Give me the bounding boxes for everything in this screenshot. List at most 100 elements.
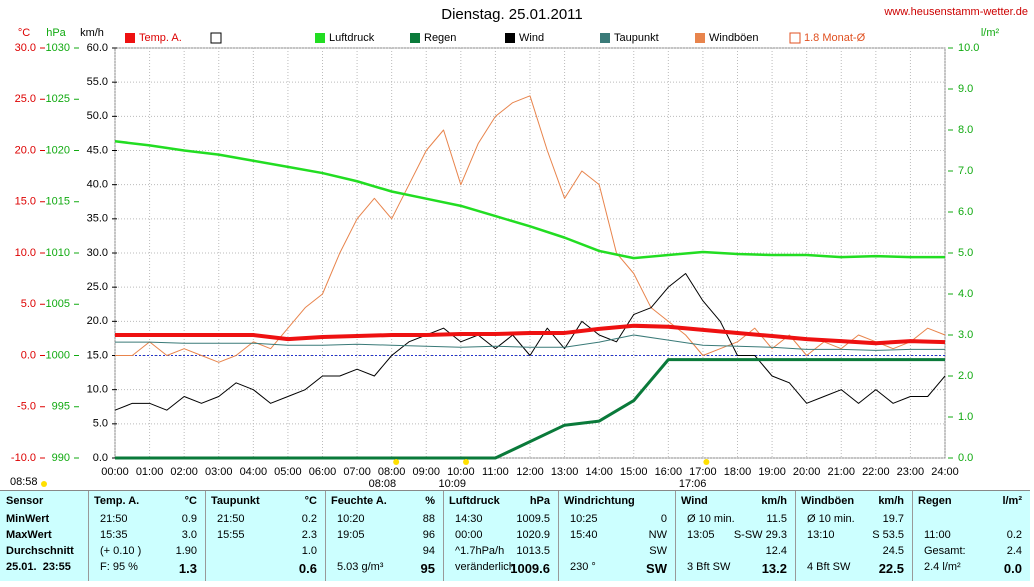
x-tick-label: 22:00 (862, 466, 890, 478)
cell-note: 10:20 (337, 513, 365, 525)
x-tick-label: 08:00 (378, 466, 406, 478)
column-unit: °C (304, 495, 317, 507)
column-separator (205, 491, 206, 581)
axis-unit: l/m² (981, 27, 1000, 39)
cell-value: 0.2 (1006, 529, 1022, 541)
y-tick-label: -5.0 (17, 401, 36, 413)
chart: Dienstag. 25.01.2011 www.heusenstamm-wet… (10, 6, 1028, 490)
x-tick-label: 18:00 (724, 466, 752, 478)
column-unit: km/h (878, 495, 904, 507)
y-tick-label: 50.0 (87, 110, 108, 122)
x-tick-label: 21:00 (827, 466, 855, 478)
cell-value: 1.90 (175, 545, 197, 557)
y-tick-label: 1025 (46, 93, 70, 105)
column-header: Luftdruck (449, 495, 500, 507)
y-tick-label: 10.0 (87, 384, 108, 396)
y-tick-label: 0.0 (958, 452, 973, 464)
y-tick-label: 1010 (46, 247, 70, 259)
legend-swatch (210, 32, 222, 44)
series-line (115, 323, 946, 346)
column-unit: % (425, 495, 435, 507)
axis-unit: hPa (46, 27, 66, 39)
x-tick-label: 02:00 (170, 466, 198, 478)
column-header: Wind (681, 495, 708, 507)
cell-value: 1.3 (178, 561, 197, 576)
cell-note: 14:30 (455, 513, 483, 525)
cell-value: SW (649, 545, 667, 557)
annotation: 08:08 (369, 478, 397, 490)
cell-value: 12.4 (765, 545, 787, 557)
x-tick-label: 19:00 (758, 466, 786, 478)
cell-value: 1009.5 (516, 513, 550, 525)
y-tick-label: 25.0 (15, 93, 36, 105)
cell-note: Ø 10 min. (807, 513, 855, 525)
cell-value: 1009.6 (510, 561, 550, 576)
x-tick-label: 05:00 (274, 466, 302, 478)
source: www.heusenstamm-wetter.de (883, 6, 1028, 18)
cell-note: Ø 10 min. (687, 513, 735, 525)
x-tick-label: 03:00 (205, 466, 233, 478)
cell-value: SW (646, 561, 667, 576)
y-tick-label: 40.0 (87, 179, 108, 191)
cell-value: 95 (420, 561, 435, 576)
row-label: 25.01. 23:55 (6, 561, 71, 573)
legend-label: Windböen (709, 32, 759, 44)
chart-title: Dienstag. 25.01.2011 (441, 6, 583, 23)
legend-swatch (315, 33, 325, 43)
series-line (114, 140, 945, 260)
y-tick-label: 6.0 (958, 206, 973, 218)
cell-note: 3 Bft SW (687, 561, 731, 573)
column-separator (912, 491, 913, 581)
x-tick-label: 24:00 (931, 466, 959, 478)
series-line (115, 95, 946, 363)
cell-value: 3.0 (181, 529, 197, 541)
cell-note: 230 ° (570, 561, 596, 573)
cell-value: 1.0 (301, 545, 317, 557)
cell-value: 94 (422, 545, 435, 557)
row-label: Durchschnitt (6, 545, 74, 557)
cell-value: 88 (422, 513, 435, 525)
column-header: Regen (918, 495, 952, 507)
legend-swatch (789, 32, 801, 44)
y-tick-label: 2.0 (958, 370, 973, 382)
x-tick-label: 07:00 (343, 466, 371, 478)
legend-label: 1.8 Monat-Ø (804, 32, 866, 44)
series-line (115, 334, 945, 351)
x-tick-label: 00:00 (101, 466, 129, 478)
y-tick-label: 1.0 (958, 411, 973, 423)
column-separator (88, 491, 89, 581)
column-separator (325, 491, 326, 581)
y-tick-label: 1020 (46, 144, 70, 156)
corner-note: 08:58 (10, 476, 38, 488)
legend-swatch (125, 33, 135, 43)
legend-label: Luftdruck (329, 32, 375, 44)
x-tick-label: 17:00 (689, 466, 717, 478)
y-tick-label: 7.0 (958, 165, 973, 177)
y-tick-label: 45.0 (87, 144, 108, 156)
legend-swatch (505, 33, 515, 43)
y-tick-label: 20.0 (15, 144, 36, 156)
y-tick-label: 0.0 (21, 349, 36, 361)
legend-label: Wind (519, 32, 544, 44)
cell-note: 11:00 (924, 529, 951, 541)
cell-value: 96 (422, 529, 435, 541)
cell-value: 0.9 (181, 513, 197, 525)
column-header: Windrichtung (564, 495, 635, 507)
data-table: Sensor MinWert MaxWert Durchschnitt 25.01. 2… (0, 490, 1030, 581)
y-tick-label: 1030 (46, 42, 70, 54)
y-tick-label: 995 (52, 401, 70, 413)
x-tick-label: 23:00 (897, 466, 925, 478)
cell-note: 10:25 (570, 513, 598, 525)
cell-value: 11.5 (766, 513, 787, 525)
y-tick-label: 10.0 (15, 247, 36, 259)
y-tick-label: 1000 (46, 349, 70, 361)
cell-note: 4 Bft SW (807, 561, 851, 573)
cell-value: 13.2 (761, 561, 787, 576)
cell-value: S 53.5 (872, 529, 904, 541)
legend-swatch (410, 33, 420, 43)
cell-note: Gesamt: (924, 545, 966, 557)
cell-note: (+ 0.10 ) (100, 545, 142, 557)
x-tick-label: 20:00 (793, 466, 821, 478)
x-tick-label: 01:00 (136, 466, 164, 478)
